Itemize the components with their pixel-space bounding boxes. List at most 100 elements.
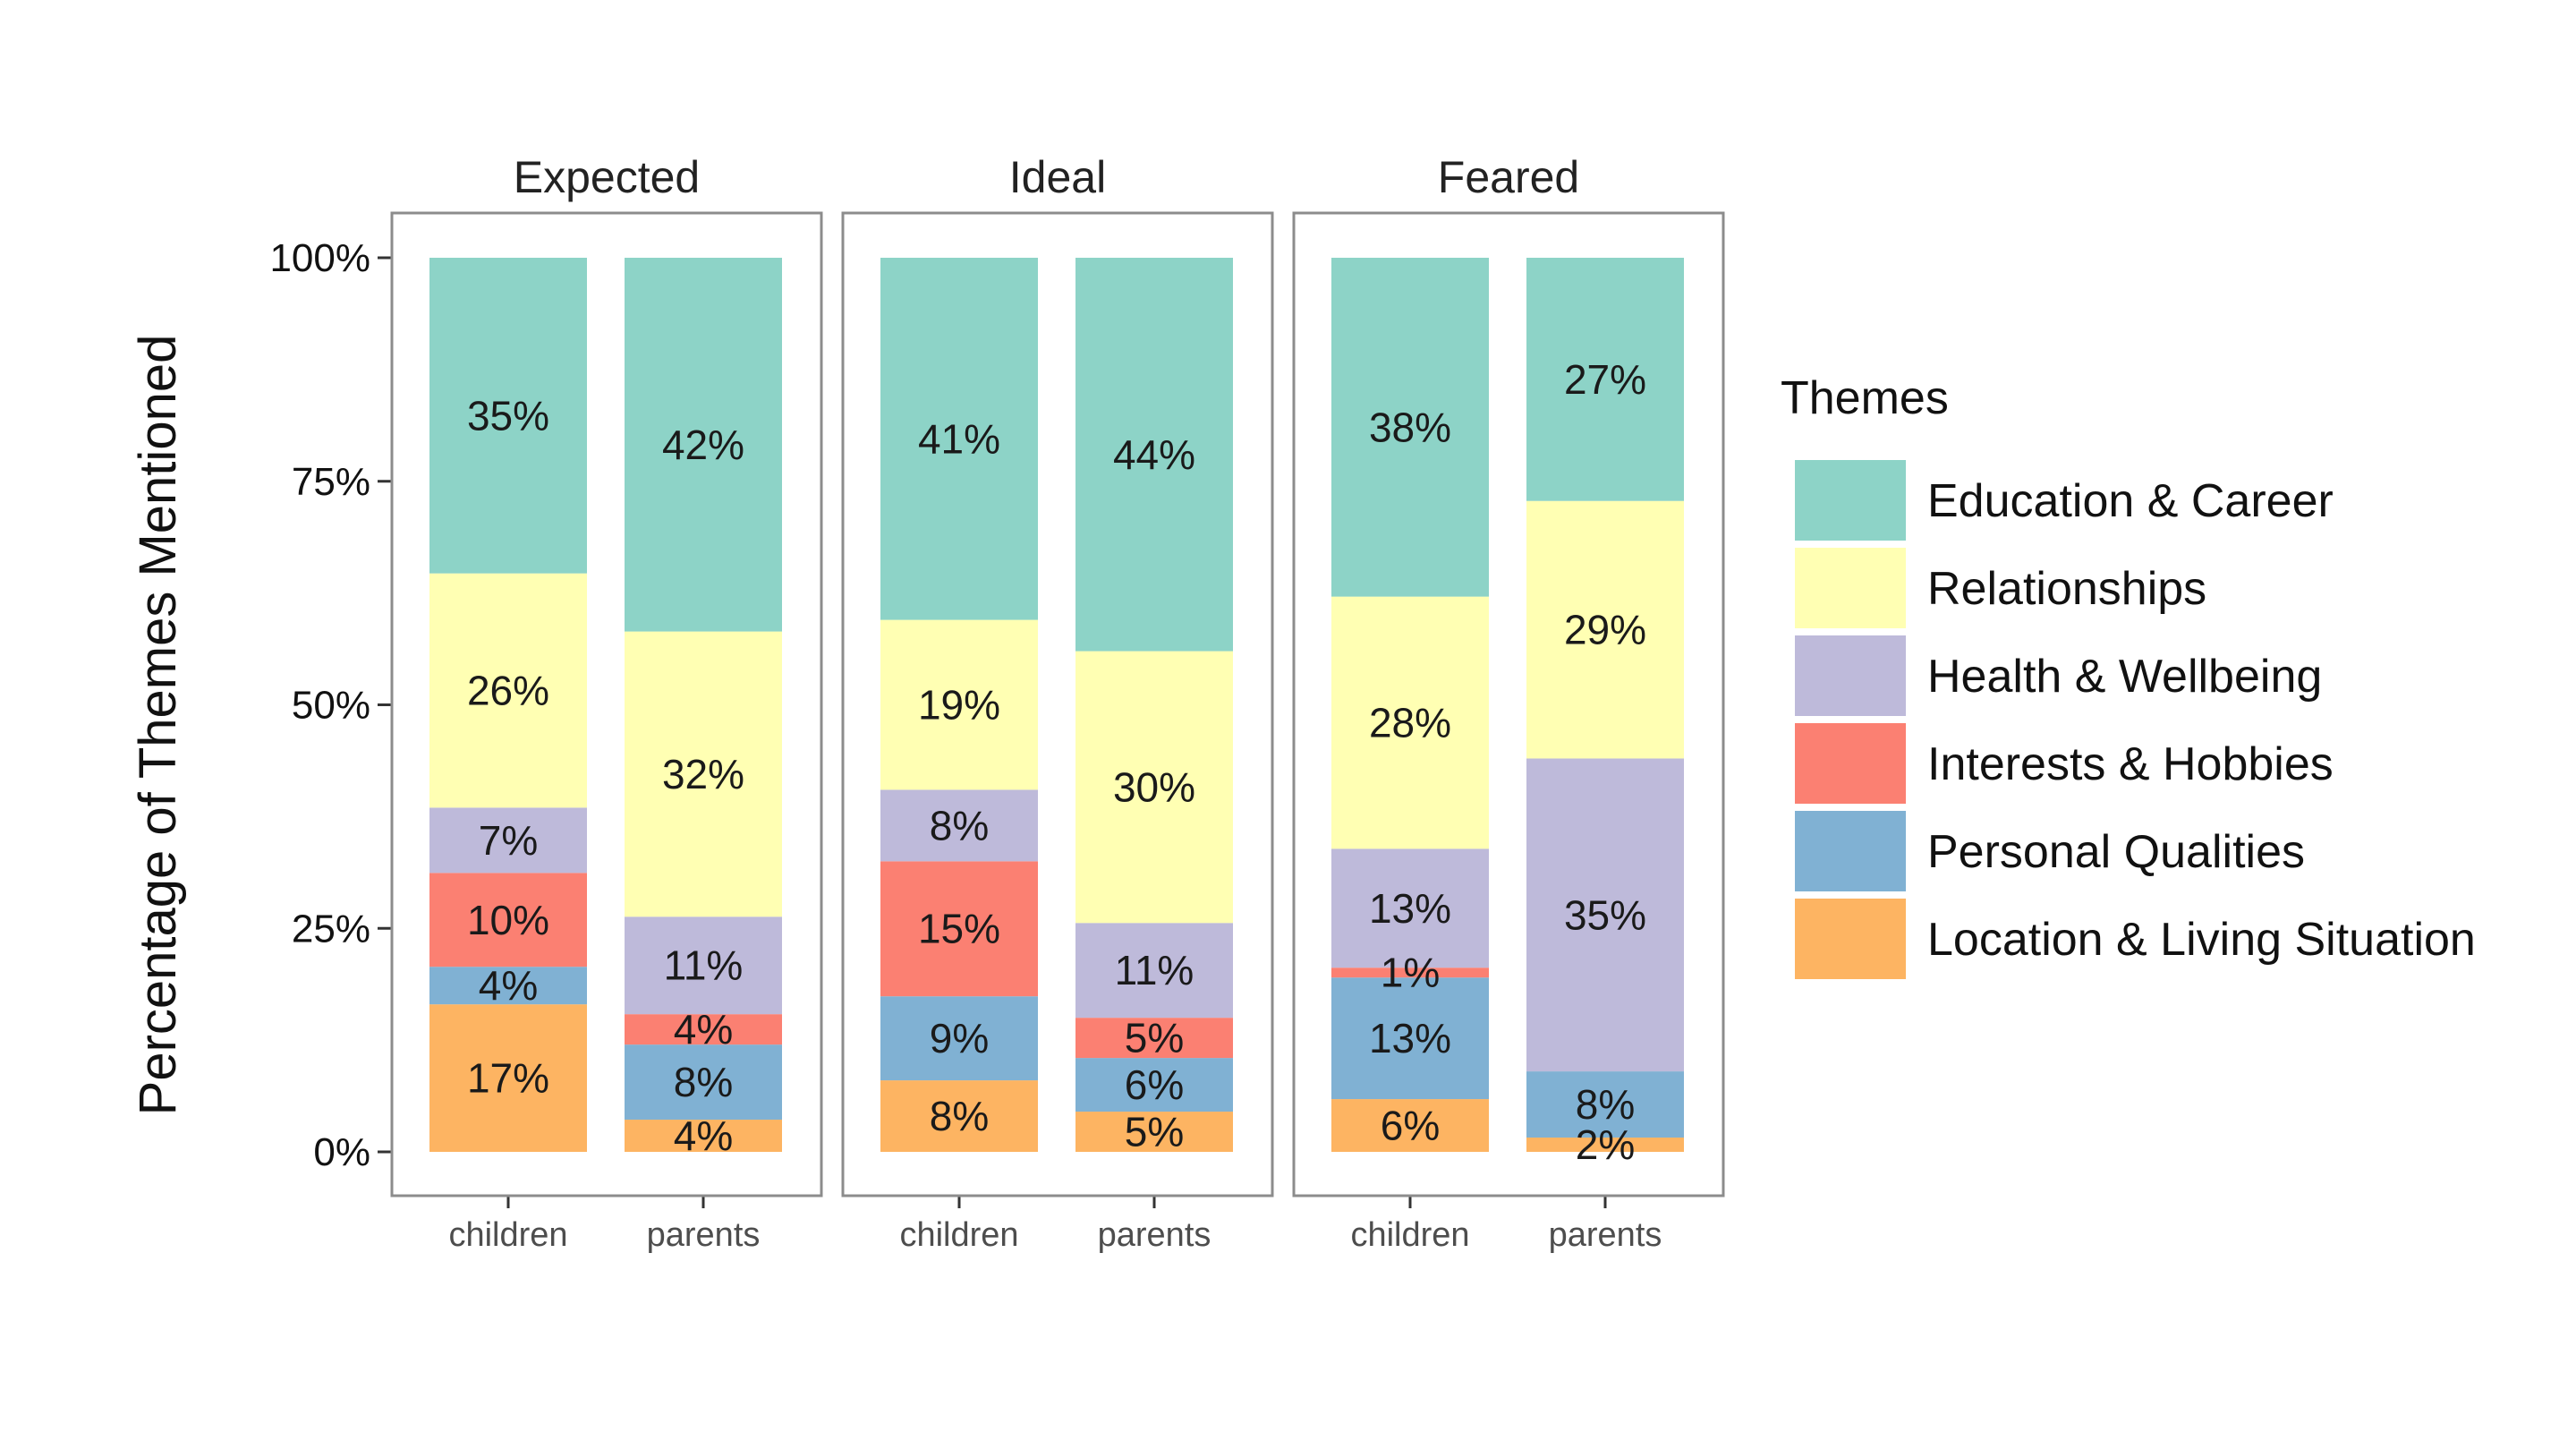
bar-segment-personal-qualities (880, 996, 1038, 1081)
legend-label: Relationships (1927, 563, 2206, 615)
bar-segment-personal-qualities (1075, 1058, 1233, 1112)
bar-data-label: 19% (918, 682, 1000, 729)
bar-data-label: 29% (1564, 607, 1646, 653)
bar-parents: 5%6%5% 11% 30% 44% (1075, 258, 1233, 1155)
bar-data-label: 6% (1381, 1103, 1440, 1149)
bar-segment-interests-hobbies (429, 873, 587, 967)
facet-ideal: Ideal 8% 9% 15% 8% 19% 41% children 5%6%5% 11% 30%… (841, 152, 1274, 1254)
bar-data-label: 35% (1564, 891, 1646, 938)
bar-parents: 4% 8% 4% 11% 32% 42% (625, 258, 782, 1159)
legend-label: Personal Qualities (1927, 826, 2305, 878)
legend-item-personal-qualities: Personal Qualities (1795, 811, 2305, 891)
y-axis-label: Percentage of Themes Mentioned (129, 335, 187, 1116)
bar-segment-education-career (1526, 258, 1684, 501)
bar-data-label: 15% (918, 906, 1000, 952)
bar-segment-interests-hobbies (880, 861, 1038, 997)
bar-segment-personal-qualities (429, 967, 587, 1005)
bar-data-label: 28% (1369, 699, 1451, 746)
bar-data-label: 8% (1576, 1081, 1635, 1128)
x-tick-label: parents (1549, 1216, 1662, 1254)
legend-item-education-career: Education & Career (1795, 460, 2334, 541)
legend-label: Location & Living Situation (1927, 914, 2476, 966)
facet-feared: Feared 6% 13% 1% 13% 28% 38% children 2%8% 35% 29%… (1292, 152, 1725, 1254)
bar-segment-relationships (880, 619, 1038, 790)
bar-segment-health-wellbeing (1526, 758, 1684, 1072)
bar-segment-relationships (1075, 651, 1233, 924)
y-tick-label: 75% (292, 460, 370, 504)
bar-data-label: 1% (1381, 950, 1440, 996)
bar-data-label: 41% (918, 415, 1000, 462)
bar-data-label: 9% (930, 1015, 989, 1061)
bar-data-label: 6% (1125, 1061, 1184, 1108)
y-tick-label: 0% (313, 1130, 370, 1174)
bar-segment-education-career (429, 258, 587, 574)
bar-children: 8% 9% 15% 8% 19% 41% (880, 258, 1038, 1152)
x-tick-label: children (448, 1216, 567, 1254)
facet-expected: Expected 17% 4% 10% 7% 26% 35% children 4% 8% 4% 11… (390, 152, 823, 1254)
bar-segment-location-living-situation (1526, 1138, 1684, 1152)
bar-segment-location-living-situation (880, 1080, 1038, 1152)
legend-swatch (1795, 635, 1906, 716)
bar-segment-health-wellbeing (429, 807, 587, 874)
y-tick-label: 100% (269, 236, 370, 280)
bar-data-label: 27% (1564, 356, 1646, 403)
bar-segment-education-career (625, 258, 782, 632)
bar-data-label: 11% (1115, 947, 1194, 993)
bar-data-label: 8% (930, 802, 989, 848)
facet-panel-border (390, 211, 823, 1198)
bar-segment-education-career (1331, 258, 1489, 597)
bar-segment-location-living-situation (1331, 1099, 1489, 1152)
y-tick-label: 25% (292, 907, 370, 950)
x-tick-label: parents (1098, 1216, 1211, 1254)
bar-segment-location-living-situation (625, 1120, 782, 1152)
x-tick-label: children (1350, 1216, 1469, 1254)
legend-label: Health & Wellbeing (1927, 651, 2322, 703)
bar-data-label: 8% (930, 1093, 989, 1139)
bar-segment-health-wellbeing (1331, 848, 1489, 968)
bar-data-label: 2% (1576, 1121, 1635, 1168)
bar-segment-relationships (1331, 596, 1489, 849)
x-tick-label: children (899, 1216, 1018, 1254)
bar-segment-health-wellbeing (625, 916, 782, 1015)
bar-data-label: 26% (467, 668, 549, 714)
facet-panel-border (1292, 211, 1725, 1198)
bar-data-label: 30% (1113, 763, 1195, 810)
bar-data-label: 10% (467, 897, 549, 943)
y-tick-label: 50% (292, 684, 370, 728)
facet-panel-border (841, 211, 1274, 1198)
bar-data-label: 11% (664, 942, 744, 989)
facets: Expected 17% 4% 10% 7% 26% 35% children 4% 8% 4% 11… (390, 152, 1725, 1254)
bar-segment-personal-qualities (1526, 1071, 1684, 1138)
bar-data-label: 35% (467, 392, 549, 439)
bar-data-label: 5% (1125, 1109, 1184, 1155)
legend-label: Interests & Hobbies (1927, 738, 2334, 790)
legend-label: Education & Career (1927, 475, 2334, 527)
x-tick-label: parents (647, 1216, 761, 1254)
legend-title: Themes (1781, 372, 1949, 424)
bar-data-label: 17% (467, 1055, 549, 1102)
bar-segment-personal-qualities (1331, 977, 1489, 1100)
bar-data-label: 42% (662, 422, 744, 468)
legend-swatch (1795, 548, 1906, 628)
legend-item-location-living-situation: Location & Living Situation (1795, 899, 2476, 979)
legend-item-interests-hobbies: Interests & Hobbies (1795, 723, 2334, 804)
bar-children: 6% 13% 1% 13% 28% 38% (1331, 258, 1489, 1152)
bar-segment-interests-hobbies (1075, 1018, 1233, 1059)
bar-data-label: 4% (674, 1112, 733, 1159)
bar-segment-education-career (880, 258, 1038, 620)
legend-item-health-wellbeing: Health & Wellbeing (1795, 635, 2322, 716)
legend-item-relationships: Relationships (1795, 548, 2206, 628)
bar-segment-location-living-situation (1075, 1112, 1233, 1152)
bar-segment-personal-qualities (625, 1044, 782, 1121)
bar-data-label: 7% (479, 817, 538, 864)
bar-data-label: 13% (1369, 885, 1451, 932)
legend-swatch (1795, 460, 1906, 541)
y-axis: 0% 25% 50% 75% 100% (269, 236, 392, 1174)
bar-segment-health-wellbeing (1075, 923, 1233, 1019)
bar-data-label: 5% (1125, 1015, 1184, 1061)
bar-segment-education-career (1075, 258, 1233, 652)
bar-segment-location-living-situation (429, 1004, 587, 1152)
bar-data-label: 4% (674, 1006, 733, 1053)
bar-segment-interests-hobbies (625, 1014, 782, 1045)
legend-swatch (1795, 811, 1906, 891)
